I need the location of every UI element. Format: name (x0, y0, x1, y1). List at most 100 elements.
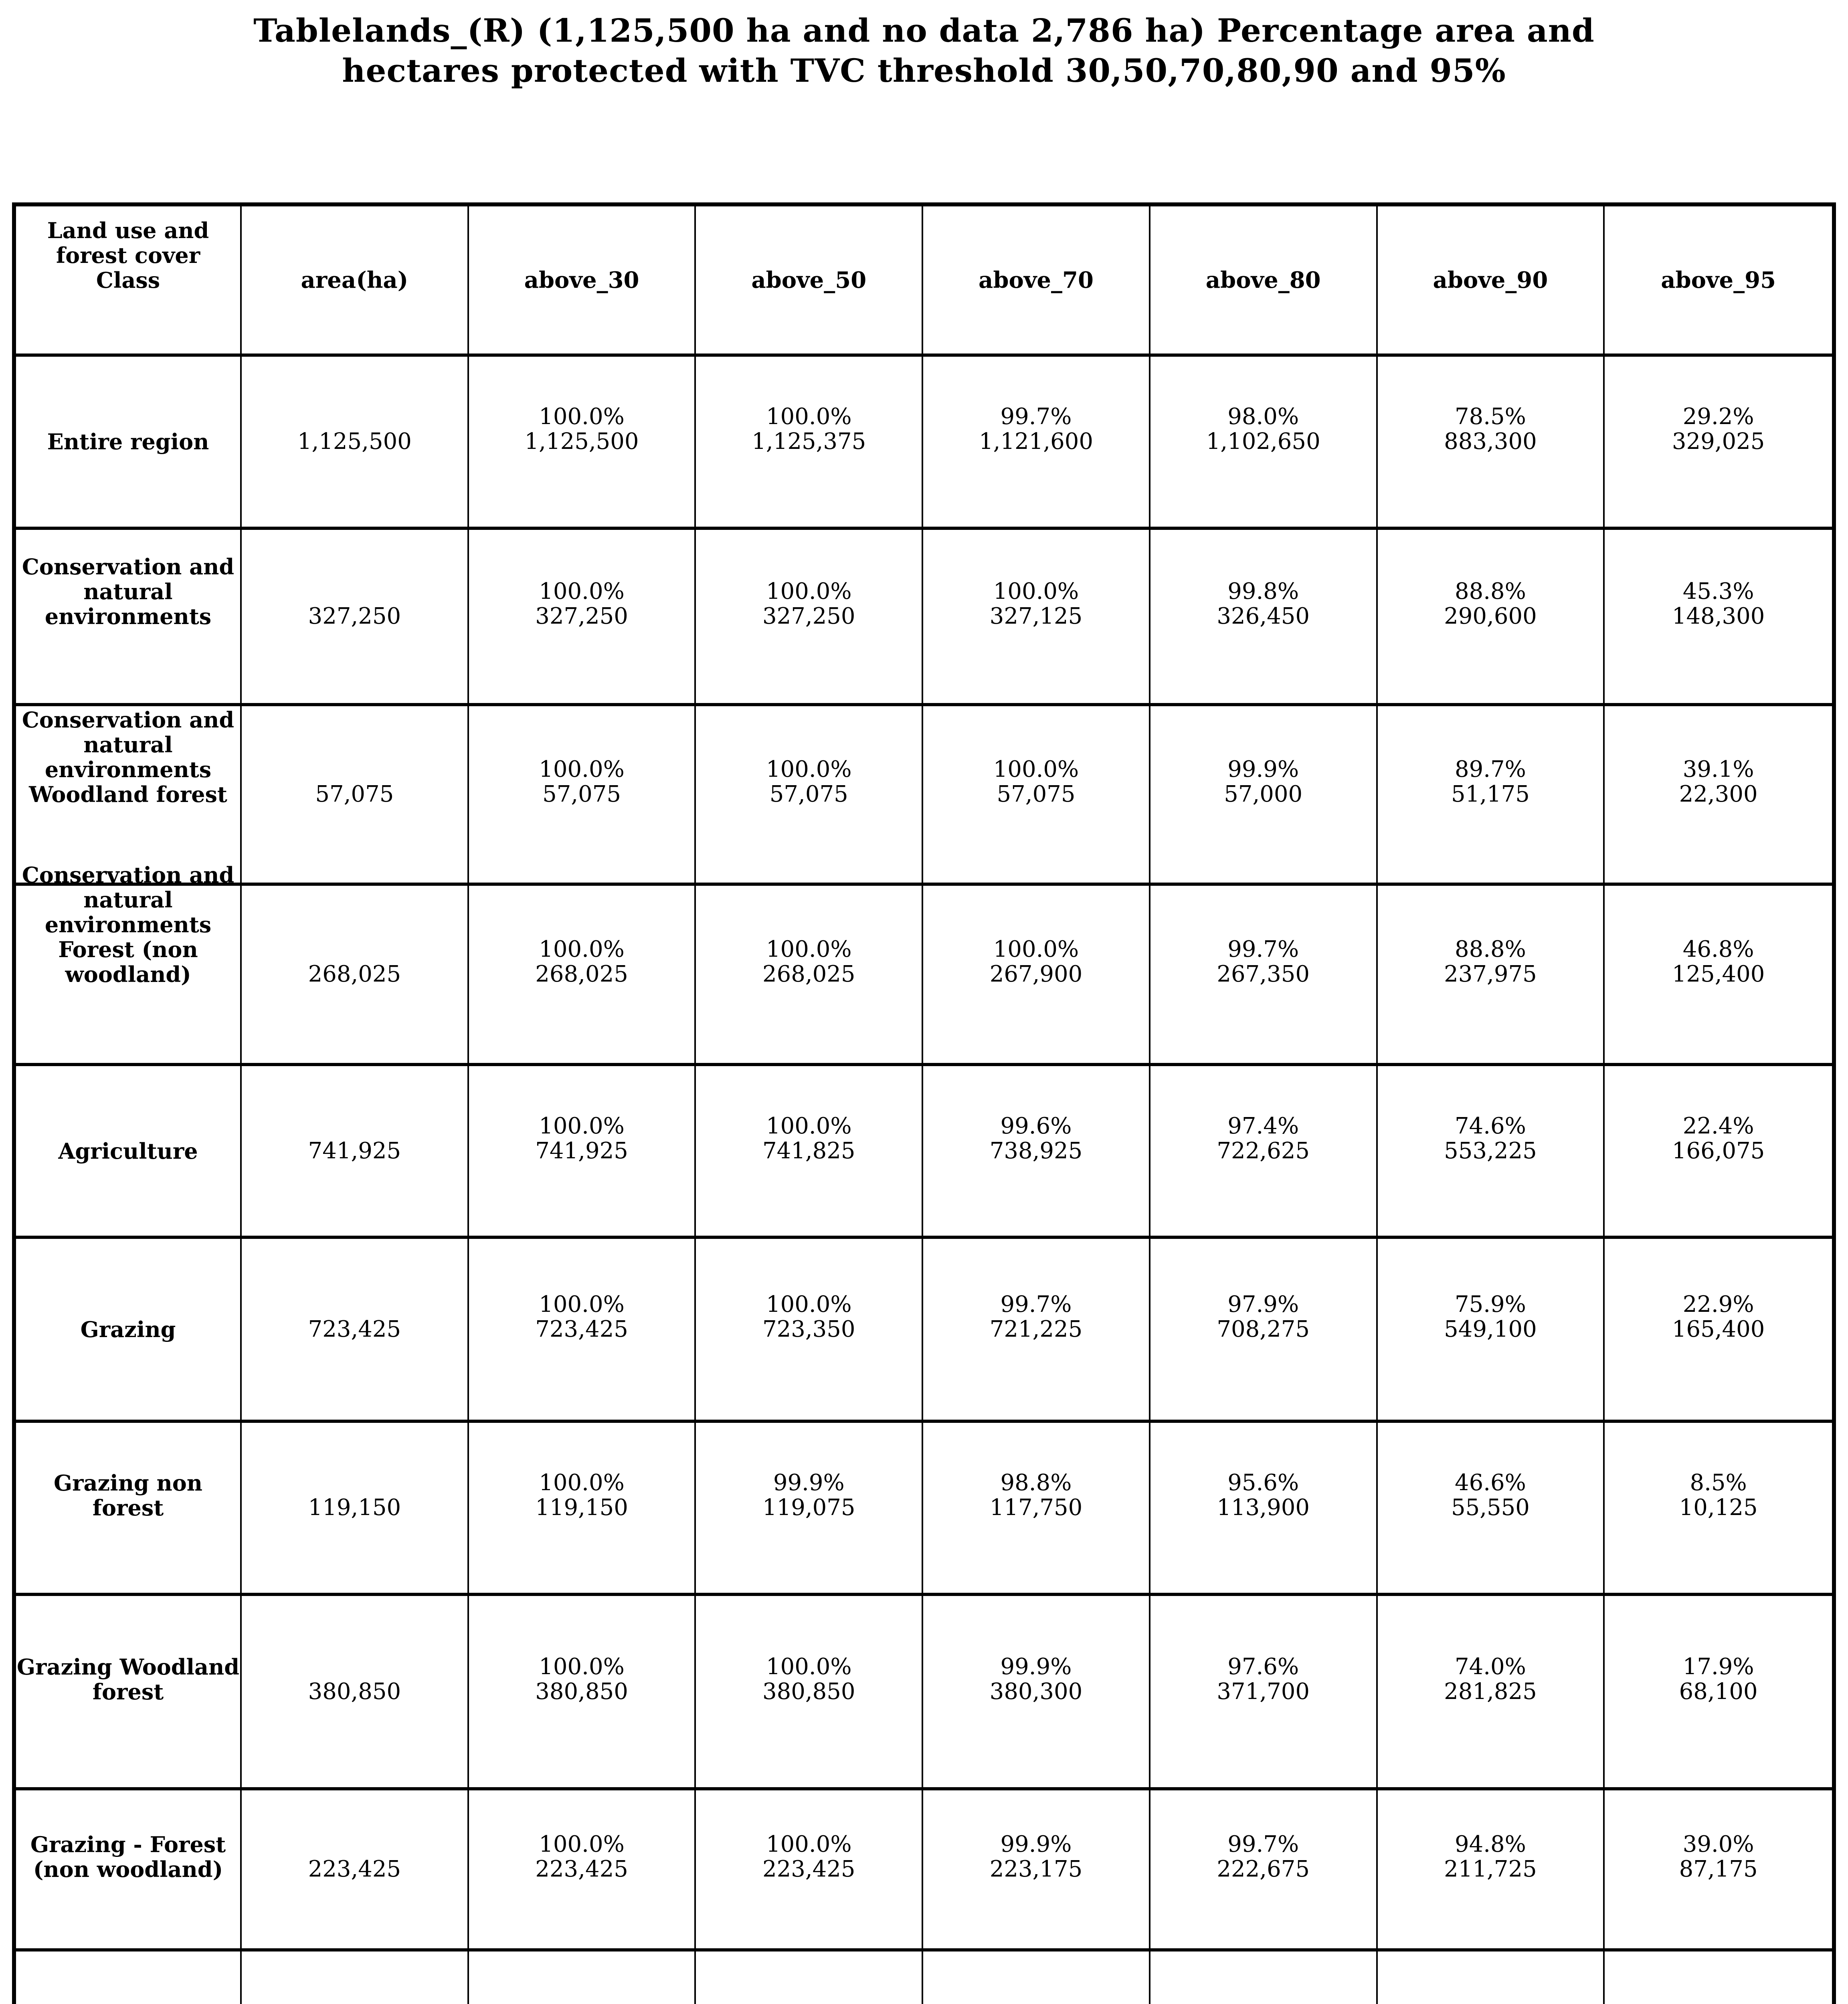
threshold-cell: 100.0% 723,425 (469, 1239, 696, 1423)
hectares-value: 380,300 (989, 1678, 1083, 1705)
header-label: above_90 (1433, 267, 1548, 293)
threshold-cell: 99.9% 380,300 (923, 1596, 1150, 1790)
percent-value: 89.7% (1454, 756, 1526, 782)
page-title-line2: hectares protected with TVC threshold 30… (342, 52, 1506, 89)
hectares-value: 738,925 (989, 1137, 1083, 1164)
threshold-cell: 17.9% 68,100 (1605, 1596, 1832, 1790)
threshold-cell: 29.2% 329,025 (1605, 357, 1832, 530)
area-value: 327,250 (308, 603, 401, 629)
hectares-value: 55,550 (1451, 1495, 1530, 1521)
percent-value: 99.9% (1227, 756, 1299, 782)
threshold-cell: 100.0% 380,850 (696, 1596, 924, 1790)
row-label: Conservation and natural environments (16, 530, 242, 706)
percent-value: 3.0% (1605, 2002, 1832, 2004)
threshold-cell: 95.6% 113,900 (1150, 1423, 1378, 1596)
percent-value: 100.0% (539, 936, 625, 962)
percent-value: 99.7% (1227, 936, 1299, 962)
threshold-cell: 98.0% 1,102,650 (1150, 357, 1378, 530)
percent-value: 100.0% (766, 1291, 852, 1317)
percent-value: 99.8% (1227, 578, 1299, 604)
threshold-cell: 100.0% 327,250 (696, 530, 924, 706)
percent-value: 100.0% (766, 578, 852, 604)
threshold-cell: 100.0% 268,025 (469, 886, 696, 1066)
percent-value: 100.0% (993, 756, 1079, 782)
hectares-value: 741,925 (535, 1137, 628, 1164)
hectares-value: 326,450 (1217, 603, 1310, 629)
header-above-80: above_80 (1150, 206, 1378, 357)
row-label-line: natural (83, 887, 173, 913)
row-label-line: Grazing (80, 1316, 176, 1342)
hectares-value: 722,625 (1217, 1137, 1310, 1164)
hectares-value: 741,825 (762, 1137, 855, 1164)
threshold-cell: 100.0% 57,075 (923, 706, 1150, 886)
hectares-value: 267,900 (989, 961, 1083, 987)
threshold-cell: 97.6% 371,700 (1150, 1596, 1378, 1790)
hectares-value: 57,075 (997, 781, 1076, 807)
area-value: 1,125,500 (297, 428, 412, 455)
percent-value: 99.7% (1000, 1291, 1072, 1317)
percent-value: 95.6% (1227, 1470, 1299, 1496)
hectares-value: 1,125,500 (524, 428, 639, 455)
row-label-line: environments (44, 912, 212, 937)
hectares-value: 883,300 (1444, 428, 1537, 455)
percent-value: 100.0% (539, 756, 625, 782)
area-cell: 741,925 (242, 1066, 469, 1239)
percent-value: 74.0% (1454, 1653, 1526, 1680)
percent-value: 98.8% (1000, 1470, 1072, 1496)
header-label: above_80 (1205, 267, 1321, 293)
hectares-value: 327,250 (535, 603, 628, 629)
threshold-cell: 78.5% 883,300 (1377, 357, 1605, 530)
hectares-value: 708,275 (1217, 1316, 1310, 1342)
threshold-cell: 39.1% 22,300 (1605, 706, 1832, 886)
threshold-cell: 99.9% 57,000 (1150, 706, 1378, 886)
threshold-cell: 88.8% 237,975 (1377, 886, 1605, 1066)
land-use-protection-table: Land use and forest cover Class area(ha) abo… (12, 202, 1836, 2004)
hectares-value: 329,025 (1672, 428, 1765, 455)
row-label-line: environments (44, 604, 212, 629)
row-label-line: Woodland forest (29, 782, 227, 807)
row-label: Grazing non forest (16, 1423, 242, 1596)
hectares-value: 57,000 (1224, 781, 1303, 807)
area-cell: 17,750 (242, 1951, 469, 2004)
threshold-cell: 100.0% 327,125 (923, 530, 1150, 706)
row-label: Agriculture (16, 1066, 242, 1239)
hectares-value: 723,350 (762, 1316, 855, 1342)
header-label-line: forest cover (56, 242, 200, 268)
header-above-95: above_95 (1605, 206, 1832, 357)
percent-value: 95.5% (923, 2002, 1149, 2004)
percent-value: 100.0% (539, 1113, 625, 1139)
percent-value: 99.9% (773, 1470, 845, 1496)
area-value: 57,075 (315, 781, 394, 807)
hectares-value: 380,850 (535, 1678, 628, 1705)
area-cell: 380,850 (242, 1596, 469, 1790)
header-label-line: Land use and (47, 217, 209, 243)
threshold-cell: 3.0%525 (1605, 1951, 1832, 2004)
hectares-value: 223,425 (535, 1856, 628, 1882)
percent-value: 46.8% (1682, 936, 1754, 962)
threshold-cell: 22.4% 166,075 (1605, 1066, 1832, 1239)
percent-value: 100.0% (993, 578, 1079, 604)
threshold-cell: 99.8% 326,450 (1150, 530, 1378, 706)
area-cell: 327,250 (242, 530, 469, 706)
hectares-value: 68,100 (1679, 1678, 1758, 1705)
row-label-line: forest (92, 1495, 164, 1521)
threshold-cell: 76.6%13,600 (1150, 1951, 1378, 2004)
threshold-cell: 21.3%3,775 (1378, 1951, 1605, 2004)
hectares-value: 290,600 (1444, 603, 1537, 629)
threshold-cell: 100.0% 267,900 (923, 886, 1150, 1066)
row-label-line: environments (44, 757, 212, 782)
header-above-50: above_50 (696, 206, 924, 357)
threshold-cell: 100.0%17,750 (469, 1951, 696, 2004)
percent-value: 100.0% (539, 1291, 625, 1317)
header-landuse-class: Land use and forest cover Class (16, 206, 242, 357)
row-label-line: natural (83, 732, 173, 758)
row-label: Entire region (16, 357, 242, 530)
hectares-value: 117,750 (989, 1495, 1083, 1521)
row-label-line: Grazing Woodland (16, 1654, 240, 1680)
threshold-cell: 100.0% 268,025 (696, 886, 924, 1066)
hectares-value: 268,025 (535, 961, 628, 987)
header-area-ha-: area(ha) (242, 206, 469, 357)
threshold-cell: 39.0% 87,175 (1605, 1790, 1832, 1951)
hectares-value: 57,075 (542, 781, 621, 807)
